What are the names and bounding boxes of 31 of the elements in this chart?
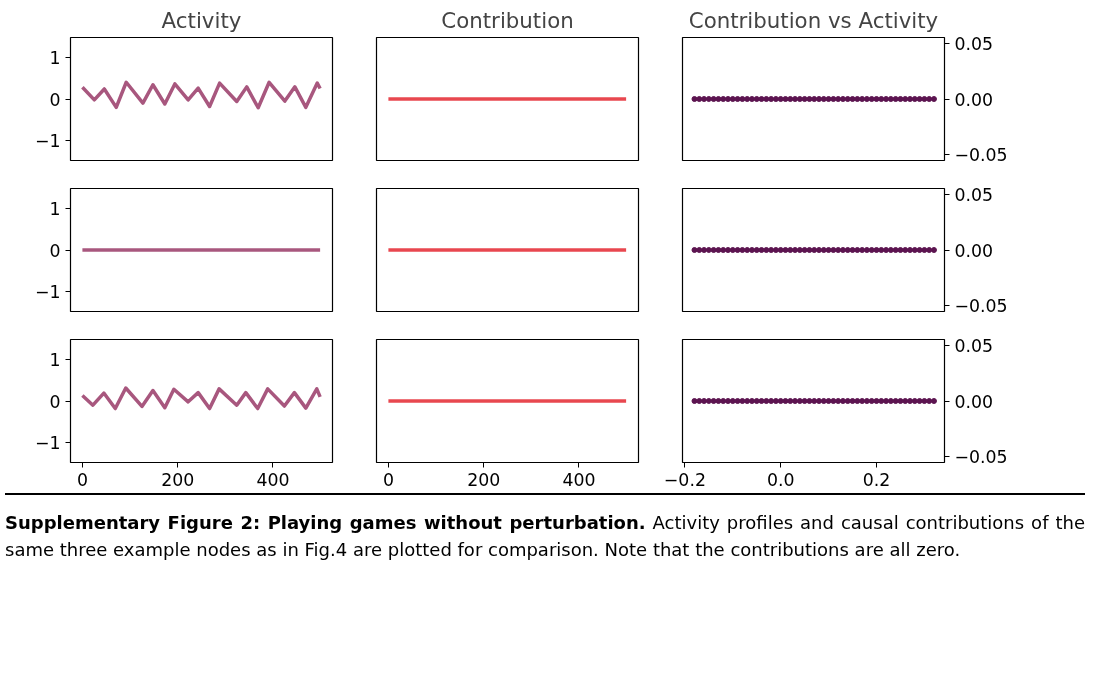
y-tick-label: −1 <box>34 433 61 454</box>
chart-title: Contribution vs Activity <box>688 7 939 33</box>
y-tick-label: 0.05 <box>954 33 994 54</box>
y-tick-label: 1 <box>49 47 61 68</box>
x-tick-label: 0 <box>76 469 88 490</box>
y-tick-label: −1 <box>34 131 61 152</box>
y-tick-label: 0 <box>49 240 61 261</box>
y-tick-label: 0.05 <box>954 335 994 356</box>
chart-title: Contribution <box>441 7 574 33</box>
y-tick-label: −1 <box>34 282 61 303</box>
y-tick-label: 0.00 <box>954 391 994 412</box>
text: Supplementary Figure 2: Playing games without perturbation. <box>5 512 646 533</box>
y-tick-label: 0 <box>49 391 61 412</box>
y-tick-label: 1 <box>49 349 61 370</box>
y-tick-label: −0.05 <box>954 447 1008 468</box>
x-tick-label: 0.2 <box>862 469 891 490</box>
y-tick-label: 0.00 <box>954 89 994 110</box>
x-tick-label: 400 <box>562 469 596 490</box>
chart-title: Activity <box>161 7 242 33</box>
x-tick-label: 200 <box>161 469 195 490</box>
x-tick-label: 200 <box>467 469 501 490</box>
x-tick-label: −0.2 <box>663 469 706 490</box>
y-tick-label: −0.05 <box>954 296 1008 317</box>
y-tick-label: 0.05 <box>954 184 994 205</box>
y-tick-label: 1 <box>49 198 61 219</box>
x-tick-label: 0.0 <box>766 469 795 490</box>
x-tick-label: 400 <box>256 469 290 490</box>
y-tick-label: −0.05 <box>954 145 1008 166</box>
y-tick-label: 0 <box>49 89 61 110</box>
x-tick-label: 0 <box>382 469 394 490</box>
y-tick-label: 0.00 <box>954 240 994 261</box>
